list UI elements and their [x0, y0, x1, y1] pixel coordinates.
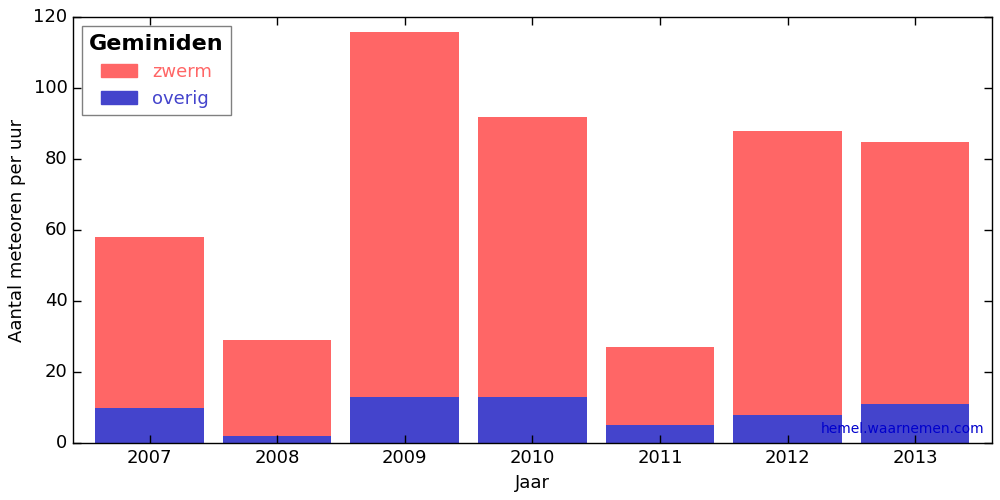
Legend: zwerm, overig: zwerm, overig [82, 26, 231, 115]
Bar [733, 131, 842, 415]
Bar [350, 397, 459, 443]
Text: hemel.waarnemen.com: hemel.waarnemen.com [821, 422, 985, 436]
Bar [478, 116, 587, 397]
Y-axis label: Aantal meteoren per uur: Aantal meteoren per uur [8, 118, 26, 342]
X-axis label: Jaar: Jaar [515, 474, 550, 492]
Bar [223, 436, 331, 443]
Bar [606, 348, 714, 426]
Bar [223, 340, 331, 436]
Bar [95, 408, 204, 443]
Bar [733, 415, 842, 443]
Bar [350, 32, 459, 397]
Bar [478, 397, 587, 443]
Bar [861, 404, 969, 443]
Bar [95, 238, 204, 408]
Bar [606, 426, 714, 443]
Bar [861, 142, 969, 404]
